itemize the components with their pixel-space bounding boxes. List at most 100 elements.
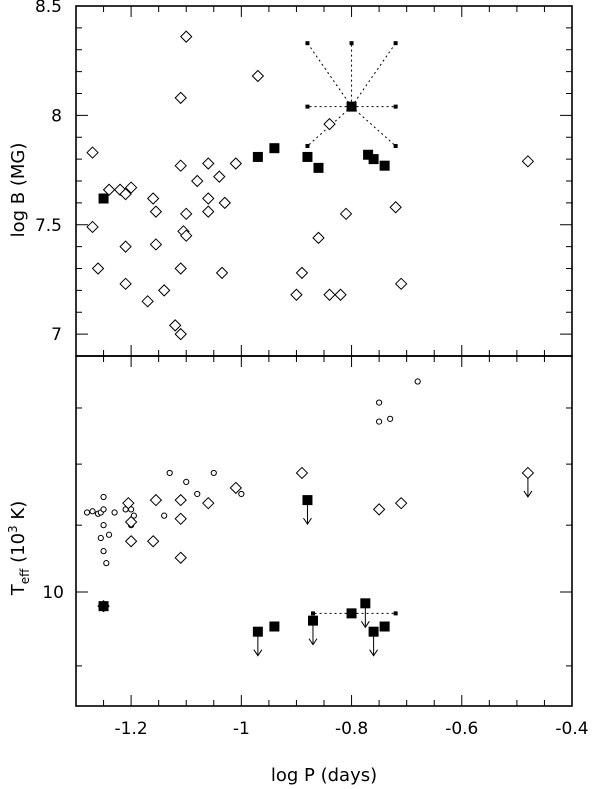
diamond-point (174, 327, 187, 341)
diamond-point (180, 207, 193, 221)
open-circle-point (387, 415, 394, 422)
filled-square-point (269, 143, 280, 154)
upper-limit-arrowhead (369, 649, 379, 657)
x-axis: -1.2 -1 -0.8 -0.6 -0.4 (75, 6, 589, 739)
diamond-point (91, 262, 105, 275)
ylabel-unit-post: K) (8, 501, 29, 526)
diamond-point (124, 181, 138, 194)
open-circle-point (89, 508, 96, 515)
x-tick-label: -0.6 (445, 719, 478, 739)
x-tick-label: -1.2 (115, 719, 148, 739)
filled-square-point (302, 151, 313, 162)
upper-limit-arrowhead (303, 517, 312, 526)
y-tick-label: 8 (51, 106, 62, 126)
filled-square-point (269, 621, 280, 632)
diamond-point (251, 69, 265, 83)
open-circle-point (376, 399, 383, 406)
x-tick-label: -1 (233, 719, 250, 739)
diamond-point (174, 512, 187, 526)
open-circle-point (111, 509, 118, 516)
filled-square-point (305, 41, 310, 46)
diamond-point (372, 503, 386, 516)
filled-square-point (252, 151, 263, 162)
diamond-point (146, 192, 160, 205)
filled-square-point (368, 154, 379, 165)
open-circle-point (83, 509, 91, 516)
y-tick-label: 7.5 (35, 216, 62, 236)
diamond-point (174, 91, 187, 105)
filled-square-point (305, 144, 310, 148)
diamond-point (146, 535, 160, 548)
diamond-point (149, 238, 163, 251)
diamond-point (389, 201, 402, 214)
filled-square-point (346, 101, 357, 112)
diamond-point (323, 288, 336, 301)
open-circle-point (128, 506, 135, 513)
open-circle-point (161, 512, 168, 519)
diamond-point (202, 496, 215, 510)
open-circle-point (210, 469, 217, 477)
diamond-point (149, 493, 163, 507)
diamond-point (157, 284, 171, 297)
diamond-point (174, 551, 187, 564)
y-tick-label: 7 (51, 325, 62, 345)
diamond-point (312, 231, 325, 245)
open-circle-point (100, 493, 107, 501)
open-circle-point (414, 378, 421, 385)
diamond-point (215, 266, 229, 280)
diamond-point (295, 266, 309, 280)
upper-limit-arrowhead (253, 649, 263, 657)
diamond-point (290, 288, 303, 301)
open-circle-point (100, 522, 107, 529)
filled-square-point (393, 611, 398, 616)
diamond-point (339, 207, 353, 221)
open-circle-point (183, 478, 190, 485)
diamond-point (295, 466, 309, 480)
filled-square-point (98, 193, 109, 204)
diamond-point (521, 155, 535, 168)
diamond-point (229, 157, 243, 170)
ylabel-superscript: 3 (6, 525, 20, 533)
diamond-point (394, 277, 408, 291)
diamond-point (323, 117, 336, 131)
diamond-point (334, 288, 347, 301)
diamond-point (86, 220, 99, 234)
x-tick-label: -0.8 (335, 719, 368, 739)
filled-square-point (368, 626, 379, 637)
diamond-point (119, 240, 132, 253)
diamond-point (180, 229, 193, 242)
open-circle-point (103, 560, 110, 567)
diamond-point (202, 205, 215, 218)
uncertainty-spoke (351, 106, 396, 147)
filled-square-point (379, 621, 390, 632)
top-y-axis-title: log B (MG) (8, 143, 29, 238)
uncertainty-spoke (307, 42, 352, 107)
filled-square-point (305, 104, 310, 109)
diamond-point (202, 157, 215, 170)
open-circle-point (166, 469, 173, 477)
y-tick-label: 10 (42, 583, 64, 603)
diamond-point (174, 493, 187, 507)
diamond-point (124, 535, 138, 548)
diamond-point (218, 196, 232, 210)
ylabel-unit-pre: (10 (8, 533, 29, 569)
x-axis-title: log P (days) (271, 765, 377, 785)
filled-square-point (393, 41, 398, 46)
bottom-panel-frame (75, 355, 573, 707)
filled-square-point (252, 626, 263, 637)
x-tick-label: -0.4 (555, 719, 588, 739)
open-circle-point (194, 490, 201, 498)
diamond-point (213, 170, 226, 183)
ylabel-subscript: eff (18, 568, 32, 584)
filled-square-point (393, 144, 398, 148)
upper-limit-arrowhead (523, 490, 533, 498)
diamond-point (180, 30, 193, 43)
filled-square-point (310, 611, 315, 616)
diamond-point (174, 262, 187, 275)
filled-square-point (98, 601, 109, 612)
diamond-point (141, 295, 154, 308)
y-tick-label: 8.5 (35, 0, 62, 17)
upper-limit-arrowhead (308, 638, 318, 646)
top-panel-magnetic-field: 8.5 8 7.5 7 (35, 0, 572, 345)
